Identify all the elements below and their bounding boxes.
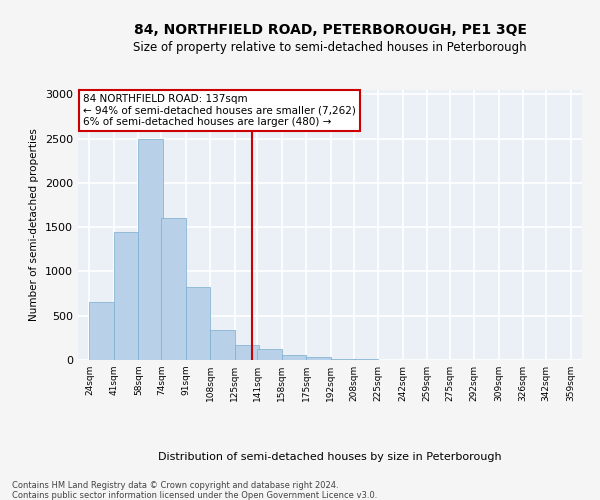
Text: Size of property relative to semi-detached houses in Peterborough: Size of property relative to semi-detach… bbox=[133, 41, 527, 54]
Bar bbox=[210, 330, 235, 360]
Bar bbox=[307, 357, 331, 360]
Text: 84, NORTHFIELD ROAD, PETERBOROUGH, PE1 3QE: 84, NORTHFIELD ROAD, PETERBOROUGH, PE1 3… bbox=[133, 22, 527, 36]
Bar bbox=[185, 286, 210, 360]
Bar bbox=[235, 345, 259, 360]
Bar bbox=[89, 302, 114, 360]
Y-axis label: Number of semi-detached properties: Number of semi-detached properties bbox=[29, 128, 40, 322]
Text: 84 NORTHFIELD ROAD: 137sqm
← 94% of semi-detached houses are smaller (7,262)
6% : 84 NORTHFIELD ROAD: 137sqm ← 94% of semi… bbox=[83, 94, 356, 127]
Bar bbox=[331, 358, 355, 360]
Bar bbox=[353, 359, 378, 360]
Bar bbox=[114, 232, 139, 360]
Bar bbox=[257, 350, 282, 360]
Text: Contains public sector information licensed under the Open Government Licence v3: Contains public sector information licen… bbox=[12, 491, 377, 500]
Bar bbox=[139, 138, 163, 360]
Text: Distribution of semi-detached houses by size in Peterborough: Distribution of semi-detached houses by … bbox=[158, 452, 502, 462]
Bar bbox=[161, 218, 185, 360]
Text: Contains HM Land Registry data © Crown copyright and database right 2024.: Contains HM Land Registry data © Crown c… bbox=[12, 481, 338, 490]
Bar bbox=[282, 354, 307, 360]
